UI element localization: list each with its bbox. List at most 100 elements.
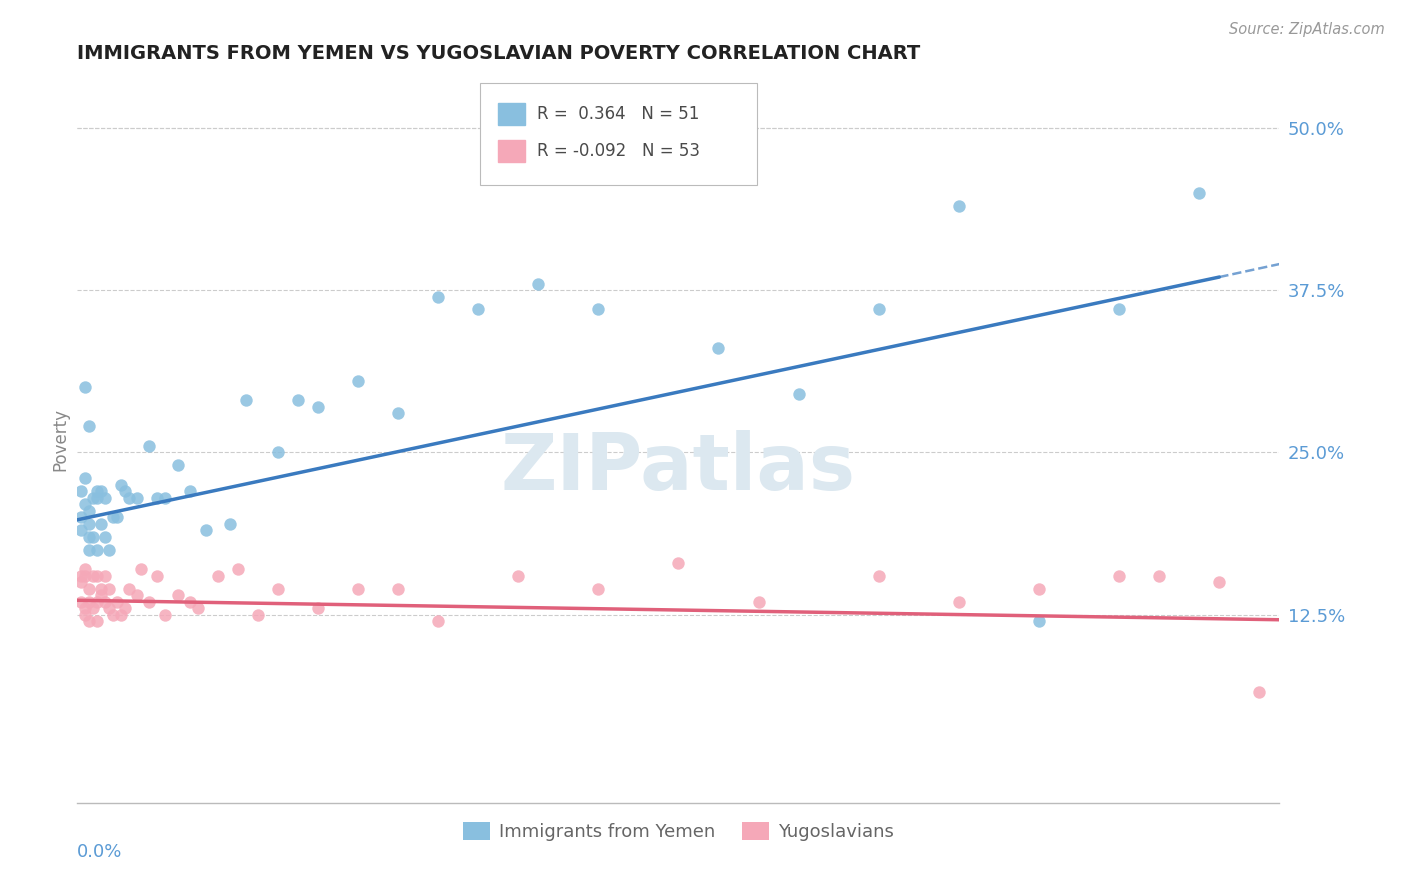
Bar <box>498 140 524 161</box>
Point <box>508 568 530 582</box>
Point <box>1028 582 1050 596</box>
Point <box>79 419 101 434</box>
Point <box>387 582 409 596</box>
Point <box>90 582 112 596</box>
Y-axis label: Poverty: Poverty <box>51 408 69 471</box>
Point <box>94 491 117 505</box>
Point <box>131 562 153 576</box>
Point <box>75 601 97 615</box>
Point <box>75 568 97 582</box>
Bar <box>498 103 524 125</box>
Point <box>166 588 188 602</box>
Point <box>98 542 121 557</box>
Point <box>155 491 177 505</box>
Point <box>707 342 730 356</box>
Point <box>235 393 257 408</box>
Point <box>70 484 93 499</box>
Point <box>868 302 890 317</box>
Point <box>1108 568 1130 582</box>
Point <box>868 568 890 582</box>
Point <box>107 594 129 608</box>
Text: Source: ZipAtlas.com: Source: ZipAtlas.com <box>1229 22 1385 37</box>
Point <box>427 614 450 628</box>
Point <box>103 510 125 524</box>
Point <box>207 568 229 582</box>
Point <box>467 302 489 317</box>
Point <box>79 594 101 608</box>
Point <box>588 582 610 596</box>
Point <box>267 582 290 596</box>
Point <box>98 582 121 596</box>
Point <box>70 523 93 537</box>
Point <box>179 594 201 608</box>
Point <box>107 510 129 524</box>
Point <box>118 491 141 505</box>
Point <box>82 601 104 615</box>
Point <box>1149 568 1171 582</box>
Point <box>86 614 108 628</box>
Point <box>1249 685 1271 699</box>
Point <box>287 393 309 408</box>
Point <box>110 477 132 491</box>
Point <box>127 588 149 602</box>
Point <box>114 601 136 615</box>
Point <box>668 556 690 570</box>
Point <box>86 491 108 505</box>
Point <box>94 530 117 544</box>
Point <box>82 530 104 544</box>
Text: R =  0.364   N = 51: R = 0.364 N = 51 <box>537 105 699 123</box>
Text: R = -0.092   N = 53: R = -0.092 N = 53 <box>537 142 700 160</box>
Point <box>427 289 450 303</box>
Point <box>75 380 97 394</box>
Point <box>86 484 108 499</box>
Point <box>90 484 112 499</box>
Point <box>138 439 160 453</box>
Point <box>103 607 125 622</box>
Point <box>166 458 188 473</box>
Point <box>86 542 108 557</box>
Point <box>82 491 104 505</box>
Point <box>948 594 970 608</box>
Point <box>127 491 149 505</box>
Point <box>86 568 108 582</box>
Legend: Immigrants from Yemen, Yugoslavians: Immigrants from Yemen, Yugoslavians <box>456 814 901 848</box>
Text: IMMIGRANTS FROM YEMEN VS YUGOSLAVIAN POVERTY CORRELATION CHART: IMMIGRANTS FROM YEMEN VS YUGOSLAVIAN POV… <box>77 44 921 63</box>
Point <box>79 582 101 596</box>
Point <box>70 568 93 582</box>
FancyBboxPatch shape <box>479 83 756 185</box>
Point <box>1028 614 1050 628</box>
Text: ZIPatlas: ZIPatlas <box>501 430 856 507</box>
Point <box>146 491 169 505</box>
Point <box>98 601 121 615</box>
Point <box>79 542 101 557</box>
Point <box>948 199 970 213</box>
Point <box>118 582 141 596</box>
Point <box>138 594 160 608</box>
Point <box>186 601 209 615</box>
Point <box>155 607 177 622</box>
Point <box>1188 186 1211 200</box>
Point <box>748 594 770 608</box>
Point <box>79 504 101 518</box>
Text: 0.0%: 0.0% <box>77 843 122 861</box>
Point <box>347 582 370 596</box>
Point <box>70 594 93 608</box>
Point <box>90 588 112 602</box>
Point <box>267 445 290 459</box>
Point <box>70 575 93 590</box>
Point <box>86 594 108 608</box>
Point <box>94 568 117 582</box>
Point <box>588 302 610 317</box>
Point <box>347 374 370 388</box>
Point <box>307 601 329 615</box>
Point <box>70 510 93 524</box>
Point <box>110 607 132 622</box>
Point <box>79 516 101 531</box>
Point <box>90 516 112 531</box>
Point <box>75 471 97 485</box>
Point <box>307 400 329 414</box>
Point <box>226 562 249 576</box>
Point <box>179 484 201 499</box>
Point <box>387 406 409 420</box>
Point <box>787 387 810 401</box>
